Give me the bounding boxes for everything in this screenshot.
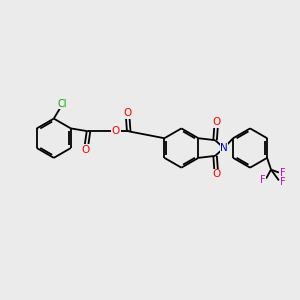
Text: O: O — [212, 117, 220, 127]
Text: F: F — [280, 168, 286, 178]
Text: O: O — [124, 108, 132, 118]
Text: F: F — [280, 177, 286, 188]
Text: O: O — [212, 117, 220, 127]
Text: O: O — [112, 126, 120, 136]
Text: N: N — [220, 143, 228, 153]
Text: F: F — [280, 168, 286, 178]
Text: O: O — [212, 169, 220, 179]
Text: O: O — [124, 108, 132, 118]
Text: Cl: Cl — [58, 99, 68, 109]
Text: N: N — [220, 143, 228, 153]
Text: F: F — [260, 176, 266, 185]
Text: F: F — [280, 177, 286, 188]
Text: O: O — [81, 145, 90, 154]
Text: Cl: Cl — [58, 99, 68, 109]
Text: F: F — [260, 176, 266, 185]
Text: O: O — [212, 169, 220, 179]
Text: O: O — [81, 145, 90, 154]
Text: O: O — [112, 126, 120, 136]
